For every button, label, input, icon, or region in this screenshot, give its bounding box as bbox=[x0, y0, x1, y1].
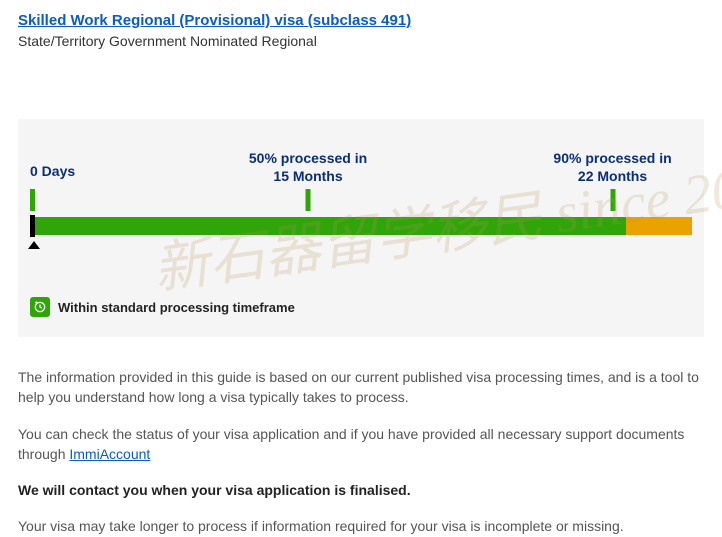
label-90-line1: 90% processed in bbox=[553, 149, 671, 167]
info-p1: The information provided in this guide i… bbox=[18, 367, 704, 408]
timeline-tick-90 bbox=[610, 189, 615, 211]
processing-time-panel: 0 Days 50% processed in 15 Months 90% pr… bbox=[18, 119, 704, 337]
label-50-line2: 15 Months bbox=[249, 167, 367, 185]
timeline-marker-current bbox=[30, 215, 35, 237]
timeline-bar-green bbox=[30, 217, 626, 235]
label-50-line1: 50% processed in bbox=[249, 149, 367, 167]
info-p2: You can check the status of your visa ap… bbox=[18, 424, 704, 465]
legend-text: Within standard processing timeframe bbox=[58, 300, 295, 315]
timeline-label-0days: 0 Days bbox=[30, 163, 75, 179]
label-90-line2: 22 Months bbox=[553, 167, 671, 185]
header: Skilled Work Regional (Provisional) visa… bbox=[0, 0, 722, 59]
timeline-tick-0 bbox=[30, 189, 35, 211]
clock-icon bbox=[30, 297, 50, 317]
timeline: 0 Days 50% processed in 15 Months 90% pr… bbox=[30, 149, 692, 269]
timeline-arrow-icon bbox=[28, 241, 40, 249]
visa-title-link[interactable]: Skilled Work Regional (Provisional) visa… bbox=[18, 12, 704, 29]
timeline-label-90pct: 90% processed in 22 Months bbox=[553, 149, 671, 185]
info-p4: Your visa may take longer to process if … bbox=[18, 516, 704, 536]
visa-subtitle: State/Territory Government Nominated Reg… bbox=[18, 33, 704, 49]
timeline-bar-track bbox=[30, 217, 692, 235]
immiaccount-link[interactable]: ImmiAccount bbox=[69, 446, 150, 462]
info-section: The information provided in this guide i… bbox=[0, 337, 722, 537]
legend: Within standard processing timeframe bbox=[30, 297, 692, 317]
timeline-tick-50 bbox=[306, 189, 311, 211]
timeline-label-50pct: 50% processed in 15 Months bbox=[249, 149, 367, 185]
info-p3: We will contact you when your visa appli… bbox=[18, 480, 704, 500]
